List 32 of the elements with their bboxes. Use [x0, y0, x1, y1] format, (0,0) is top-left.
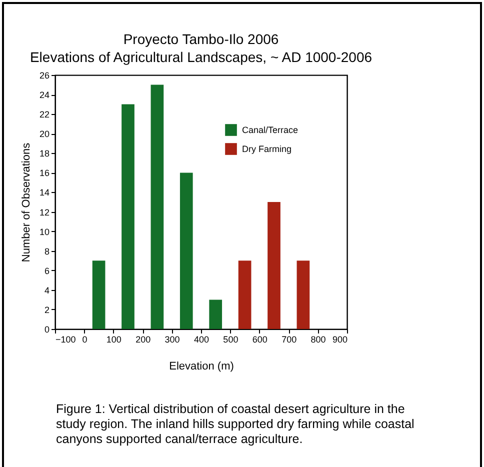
y-tick-label: 22 — [39, 110, 50, 120]
x-tick-label: −100 — [56, 334, 76, 344]
y-tick-label: 18 — [39, 148, 50, 159]
x-tick-label: 200 — [136, 334, 151, 344]
y-axis-title: Number of Observations — [20, 142, 32, 262]
y-tick-label: 8 — [44, 246, 50, 256]
y-tick-label: 2 — [44, 304, 50, 315]
x-tick-label: 800 — [310, 334, 326, 344]
x-tick-label: 700 — [282, 334, 297, 344]
y-tick-label: 26 — [39, 70, 50, 80]
y-tick-label: 24 — [39, 90, 50, 100]
y-tick-label: 6 — [44, 266, 50, 276]
legend-label: Canal/Terrace — [242, 125, 298, 135]
y-tick-label: 12 — [39, 207, 50, 218]
x-tick-label: 500 — [223, 334, 238, 344]
x-axis-title: Elevation (m) — [169, 360, 234, 372]
y-tick-label: 14 — [39, 188, 50, 198]
legend-label: Dry Farming — [242, 144, 292, 154]
x-tick-label: 600 — [252, 334, 268, 344]
x-tick-label: 300 — [164, 334, 180, 344]
y-tick-label: 10 — [39, 226, 50, 237]
chart-subtitle: Elevations of Agricultural Landscapes, ~ AD 1000-2006 — [30, 49, 372, 65]
chart-title: Proyecto Tambo-Ilo 2006 — [123, 31, 279, 47]
y-tick-label: 4 — [44, 285, 50, 296]
x-tick-label: 400 — [194, 334, 210, 344]
x-tick-label: 100 — [106, 334, 122, 344]
x-tick-label: 0 — [82, 334, 88, 344]
caption: Figure 1: Vertical distribution of coastal desert agriculture in the study region. The inland hills supported dry farming while coastal canyons supported canal/terrace agriculture. — [56, 402, 416, 447]
y-tick-label: 20 — [39, 129, 50, 140]
y-tick-label: 0 — [44, 324, 50, 334]
y-tick-label: 16 — [39, 168, 50, 178]
x-tick-label: 900 — [332, 334, 348, 344]
